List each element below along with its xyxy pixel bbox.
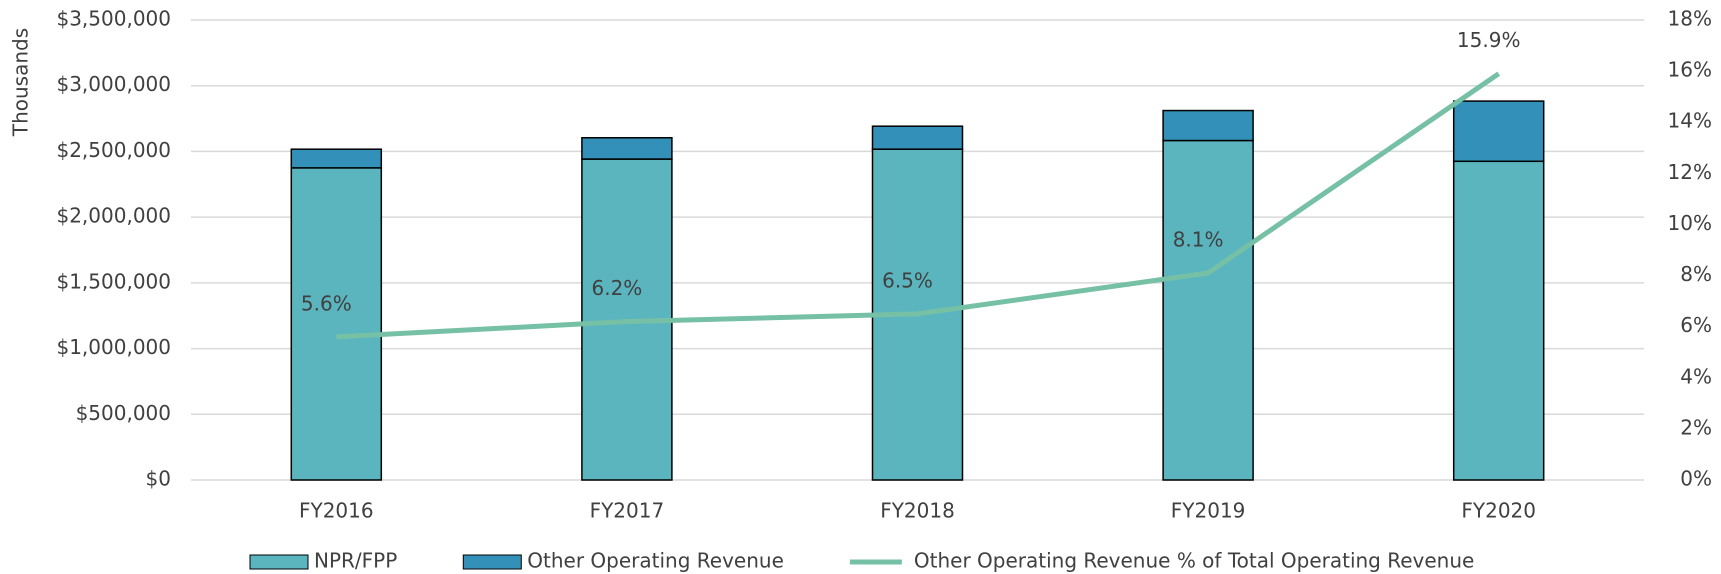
y2-tick-label: 16% <box>1668 58 1712 82</box>
bar <box>290 148 383 169</box>
y2-tick-label: 4% <box>1680 364 1712 388</box>
y2-tick-label: 8% <box>1680 262 1712 286</box>
legend-swatch <box>462 554 522 570</box>
legend-label: NPR/FPP <box>314 549 397 573</box>
y2-tick-label: 6% <box>1680 313 1712 337</box>
y2-tick-label: 14% <box>1668 109 1712 133</box>
bar <box>1452 100 1545 163</box>
bar <box>871 125 964 150</box>
y-tick-label: $3,500,000 <box>56 7 171 31</box>
data-label: 8.1% <box>1173 228 1224 252</box>
bar <box>1162 109 1254 142</box>
x-tick-label: FY2019 <box>1171 499 1246 523</box>
x-tick-label: FY2016 <box>299 499 374 523</box>
legend-label: Other Operating Revenue <box>527 549 784 573</box>
data-label: 5.6% <box>301 291 352 315</box>
y-tick-label: $2,000,000 <box>56 204 171 228</box>
bar <box>1452 160 1545 481</box>
line <box>336 71 1501 340</box>
x-tick-label: FY2018 <box>880 499 955 523</box>
data-label: 6.2% <box>591 276 642 300</box>
y2-tick-label: 18% <box>1668 7 1712 31</box>
y-tick-label: $0 <box>146 467 171 491</box>
bar <box>1162 139 1254 481</box>
y-tick-label: $1,000,000 <box>56 335 171 359</box>
y2-tick-label: 10% <box>1668 211 1712 235</box>
y2-tick-label: 0% <box>1680 467 1712 491</box>
bar <box>290 167 383 481</box>
legend-label: Other Operating Revenue % of Total Opera… <box>914 549 1474 573</box>
data-label: 15.9% <box>1457 28 1521 52</box>
y2-tick-label: 12% <box>1668 160 1712 184</box>
y-tick-label: $2,500,000 <box>56 138 171 162</box>
y-tick-label: $3,000,000 <box>56 72 171 96</box>
x-tick-label: FY2020 <box>1461 499 1536 523</box>
legend-swatch <box>249 554 309 570</box>
y-tick-label: $500,000 <box>76 401 171 425</box>
y-tick-label: $1,500,000 <box>56 269 171 293</box>
data-label: 6.5% <box>882 268 933 292</box>
y2-tick-label: 2% <box>1680 415 1712 439</box>
bar <box>581 137 673 160</box>
x-tick-label: FY2017 <box>590 499 665 523</box>
y-axis-title: Thousands <box>9 28 33 137</box>
